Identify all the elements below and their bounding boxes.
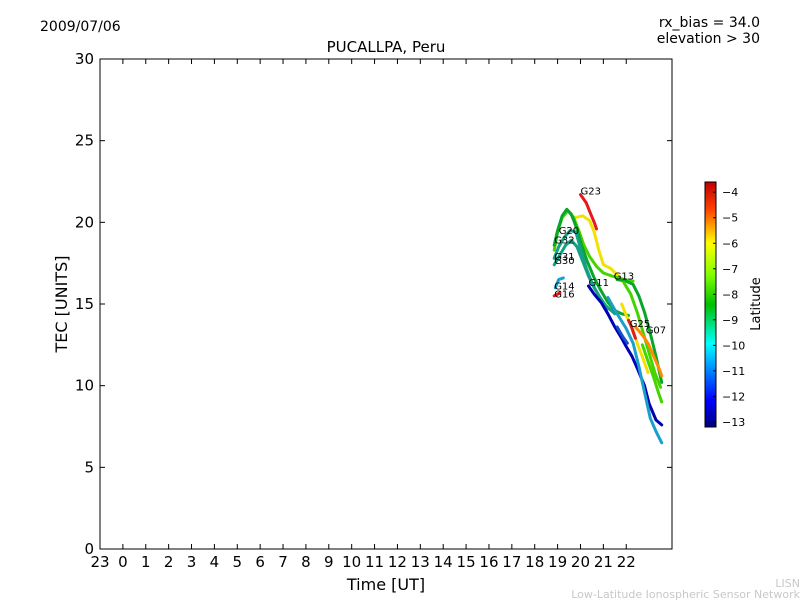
series-g16 [552, 291, 562, 298]
satellite-label: G32 [554, 236, 574, 247]
series-g07 [633, 325, 664, 378]
x-tick-label: 14 [434, 553, 453, 571]
x-axis-label: Time [UT] [346, 575, 425, 594]
x-tick-label: 19 [548, 553, 567, 571]
colorbar-tick-label: −11 [722, 365, 745, 378]
series-g14 [553, 276, 565, 290]
x-tick-label: 13 [411, 553, 430, 571]
x-tick-label: 0 [118, 553, 128, 571]
x-tick-label: 3 [187, 553, 197, 571]
satellite-label: G23 [581, 187, 601, 198]
colorbar-ticks: −4 −5 −6 −7 −8 −9 −10 −11 −12 −13 [713, 186, 745, 429]
colorbar-tick-label: −12 [722, 390, 745, 403]
footer-lisn: LISN [775, 577, 800, 590]
y-tick-label: 25 [75, 132, 94, 150]
satellite-label: G14 [554, 281, 574, 292]
x-tick-label: 1 [141, 553, 151, 571]
colorbar-tick-label: −6 [722, 237, 738, 250]
satellite-label: G11 [589, 278, 609, 289]
x-axis: 23 0 1 2 3 4 5 6 7 8 9 10 11 12 13 14 15 16 17 18 19 20 21 22 [90, 59, 636, 571]
satellite-label: G07 [646, 325, 666, 336]
satellite-label: G25 [630, 319, 650, 330]
x-tick-label: 7 [278, 553, 288, 571]
x-tick-label: 20 [571, 553, 590, 571]
x-tick-label: 12 [388, 553, 407, 571]
y-tick-label: 30 [75, 50, 94, 68]
y-tick-label: 10 [75, 377, 94, 395]
satellite-label: G13 [614, 272, 634, 283]
colorbar-label: Latitude [749, 277, 764, 331]
x-tick-label: 23 [90, 553, 109, 571]
rx-bias-label: rx_bias = 34.0 [659, 15, 760, 31]
x-tick-label: 11 [365, 553, 384, 571]
series-g11c [615, 325, 629, 345]
x-tick-label: 2 [164, 553, 174, 571]
plot-area [99, 58, 673, 550]
satellite-label: G30 [554, 256, 574, 267]
colorbar-tick-label: −13 [722, 416, 745, 429]
colorbar-tick-label: −9 [722, 314, 738, 327]
series-layer [552, 193, 664, 445]
elevation-label: elevation > 30 [657, 31, 760, 47]
x-tick-label: 4 [210, 553, 220, 571]
colorbar-tick-label: −7 [722, 263, 738, 276]
x-tick-label: 21 [594, 553, 613, 571]
x-tick-label: 5 [233, 553, 243, 571]
series-g11 [587, 284, 664, 427]
y-tick-label: 15 [75, 295, 94, 313]
chart-title: PUCALLPA, Peru [327, 38, 446, 56]
x-tick-label: 16 [479, 553, 498, 571]
colorbar-tick-label: −10 [722, 339, 745, 352]
series-g07b [640, 343, 664, 404]
x-tick-label: 8 [301, 553, 311, 571]
x-tick-label: 15 [457, 553, 476, 571]
satellite-label: G16 [554, 290, 574, 301]
y-tick-label: 0 [84, 540, 94, 558]
satellite-label: G20 [559, 226, 579, 237]
y-tick-label: 5 [84, 458, 94, 476]
colorbar-tick-label: −4 [722, 186, 738, 199]
series-g13 [615, 278, 664, 384]
y-axis: 0 5 10 15 20 25 30 [75, 50, 672, 558]
colorbar-tick-label: −5 [722, 212, 738, 225]
series-g25b [627, 318, 637, 340]
x-tick-label: 6 [255, 553, 265, 571]
footer-network: Low-Latitude Ionospheric Sensor Network [571, 588, 800, 600]
x-tick-label: 22 [617, 553, 636, 571]
x-tick-label: 17 [502, 553, 521, 571]
series-g23b [574, 214, 626, 285]
y-tick-label: 20 [75, 213, 94, 231]
colorbar [704, 181, 717, 428]
series-g23 [579, 193, 598, 231]
x-tick-label: 10 [342, 553, 361, 571]
colorbar-tick-label: −8 [722, 288, 738, 301]
x-tick-label: 18 [525, 553, 544, 571]
y-axis-label: TEC [UNITS] [52, 256, 71, 354]
series-g30 [552, 238, 610, 311]
date-label: 2009/07/06 [40, 19, 121, 35]
satellite-label: G31 [554, 252, 574, 263]
series-g13b [622, 281, 663, 389]
series-g11b [606, 296, 664, 445]
x-tick-label: 9 [324, 553, 334, 571]
